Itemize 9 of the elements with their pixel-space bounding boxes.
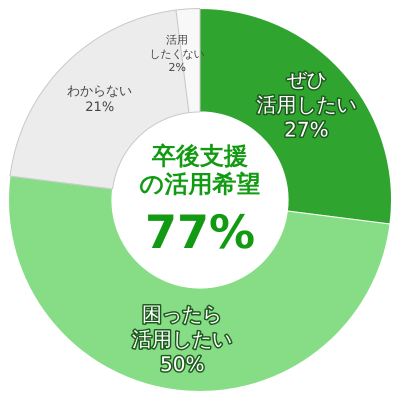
data-label: 27%: [284, 117, 329, 142]
slice-label: 困ったら活用したい: [132, 302, 232, 351]
data-label: 2%: [168, 61, 186, 74]
text: 77%: [144, 204, 256, 259]
data-label: 21%: [85, 100, 114, 116]
text: 卒後支援の活用希望: [140, 142, 260, 198]
slice-label: わからない: [67, 84, 132, 99]
data-label: 50%: [160, 352, 204, 376]
slice-label: ぜひ活用したい: [256, 67, 356, 116]
